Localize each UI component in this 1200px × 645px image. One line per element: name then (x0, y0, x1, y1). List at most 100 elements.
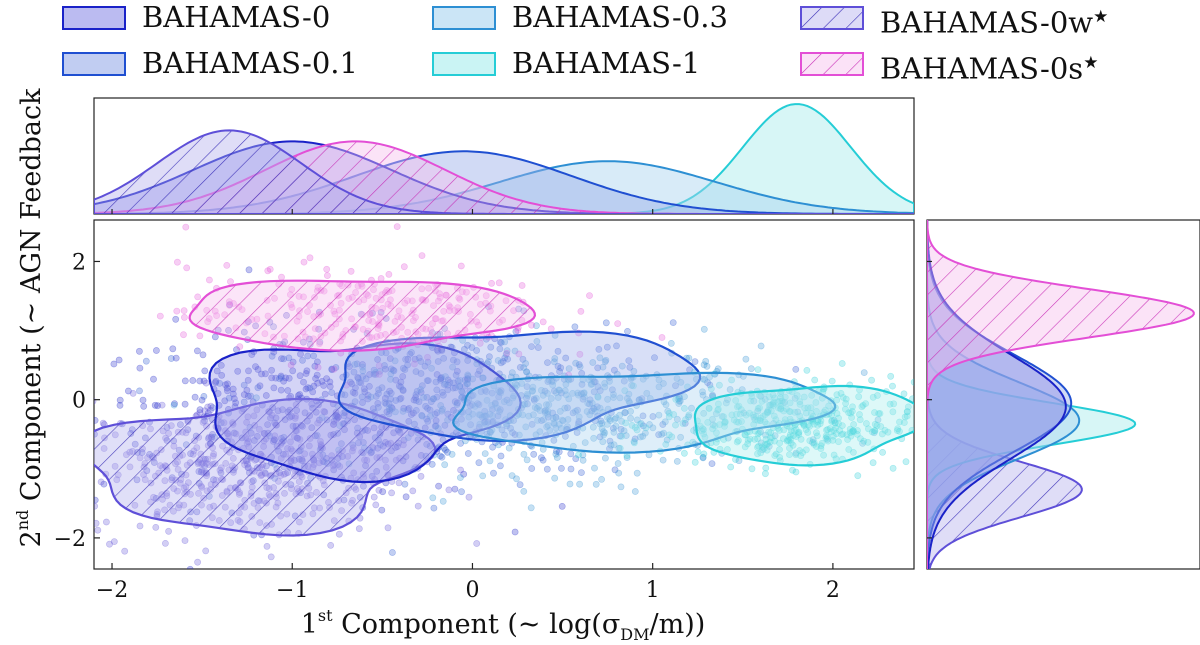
scatter-point-b01 (549, 409, 556, 417)
scatter-point-b0 (399, 373, 407, 380)
scatter-point-b0w (372, 501, 380, 509)
scatter-point-b01 (485, 353, 493, 361)
scatter-point-b03 (544, 407, 552, 415)
scatter-point-b03 (540, 416, 547, 424)
scatter-point-b03 (385, 405, 393, 413)
scatter-point-b03 (351, 361, 359, 368)
scatter-point-b01 (509, 429, 516, 436)
scatter-point-b0 (311, 362, 319, 370)
scatter-point-b03 (598, 419, 606, 427)
scatter-point-b0w (202, 547, 210, 555)
legend-swatch-b03 (432, 6, 496, 30)
scatter-point-b0 (94, 496, 99, 504)
scatter-point-b0 (85, 358, 91, 364)
scatter-point-b01 (558, 389, 565, 397)
scatter-point-b01 (571, 323, 579, 331)
scatter-point-b03 (479, 472, 487, 480)
scatter-point-b0 (229, 385, 237, 393)
scatter-point-b01 (496, 388, 504, 396)
scatter-point-b01 (417, 358, 425, 365)
scatter-point-b0 (212, 379, 219, 386)
scatter-point-b0 (268, 366, 275, 374)
scatter-point-b03 (618, 417, 626, 425)
scatter-point-b01 (436, 452, 444, 460)
scatter-point-b03 (614, 460, 622, 467)
scatter-point-b01 (473, 347, 480, 354)
scatter-point-b01 (567, 465, 575, 473)
scatter-point-b01 (575, 361, 583, 368)
scatter-point-b01 (590, 378, 598, 386)
scatter-point-b01 (624, 327, 631, 335)
scatter-point-b0 (196, 377, 204, 385)
scatter-point-b01 (586, 396, 594, 404)
scatter-point-b01 (418, 382, 426, 390)
scatter-point-b0 (432, 417, 440, 424)
scatter-point-b0 (451, 485, 459, 493)
scatter-point-b01 (430, 504, 438, 512)
scatter-point-b0 (230, 395, 238, 403)
scatter-point-b0 (466, 402, 474, 410)
scatter-point-b0 (222, 381, 229, 389)
scatter-point-b0 (171, 400, 178, 408)
scatter-point-b03 (441, 373, 449, 380)
scatter-point-b0 (139, 396, 147, 404)
y-label-ord: 2 (16, 530, 47, 547)
scatter-point-b1 (828, 377, 836, 385)
scatter-point-b01 (704, 379, 711, 386)
scatter-point-b0w (335, 530, 343, 538)
scatter-point-b03 (659, 456, 667, 464)
scatter-point-b01 (389, 366, 397, 374)
scatter-point-b03 (596, 354, 604, 362)
scatter-point-b01 (442, 446, 449, 454)
scatter-point-b01 (434, 358, 442, 365)
scatter-point-b01 (433, 393, 441, 401)
scatter-point-b01 (594, 383, 602, 390)
scatter-point-b01 (501, 431, 508, 439)
scatter-point-b0 (268, 374, 276, 382)
scatter-point-b0 (262, 392, 270, 399)
scatter-point-b01 (620, 377, 628, 385)
scatter-point-b0w (445, 486, 453, 494)
scatter-point-b01 (609, 386, 616, 394)
scatter-point-b03 (677, 378, 685, 386)
scatter-point-b01 (464, 376, 471, 384)
scatter-point-b01 (328, 389, 336, 396)
scatter-point-b0s (539, 318, 547, 326)
scatter-point-b01 (390, 367, 398, 375)
scatter-point-b01 (531, 396, 538, 404)
scatter-point-b03 (754, 407, 762, 415)
scatter-point-b01 (310, 352, 317, 360)
scatter-point-b03 (513, 381, 521, 389)
scatter-point-b01 (496, 338, 504, 346)
scatter-point-b03 (589, 423, 597, 431)
scatter-point-b01 (440, 444, 448, 452)
scatter-point-b0s (586, 292, 593, 299)
scatter-point-b0 (314, 379, 322, 387)
scatter-point-b01 (481, 386, 489, 394)
scatter-point-b01 (501, 354, 509, 362)
scatter-point-b1 (887, 372, 895, 380)
scatter-point-b03 (420, 394, 427, 401)
scatter-point-b03 (502, 350, 510, 358)
scatter-point-b0s (180, 307, 188, 314)
scatter-point-b0 (296, 372, 304, 380)
scatter-point-b01 (406, 350, 414, 358)
scatter-point-b03 (604, 420, 611, 428)
scatter-point-b03 (429, 494, 437, 502)
scatter-point-b01 (332, 364, 340, 371)
scatter-point-b03 (643, 389, 651, 397)
main-plot-frame (93, 219, 915, 570)
scatter-point-b1 (762, 470, 769, 478)
scatter-point-b01 (590, 404, 597, 412)
scatter-point-b03 (673, 415, 681, 423)
scatter-point-b01 (440, 354, 448, 362)
scatter-point-b01 (431, 410, 439, 418)
scatter-point-b03 (557, 424, 565, 432)
scatter-point-b01 (528, 465, 536, 472)
scatter-point-b01 (446, 379, 454, 386)
scatter-point-b0 (381, 394, 389, 402)
scatter-point-b1 (838, 360, 846, 367)
top-marginal-kdes (94, 103, 914, 214)
scatter-point-b0 (346, 378, 354, 386)
scatter-point-b03 (616, 394, 624, 402)
